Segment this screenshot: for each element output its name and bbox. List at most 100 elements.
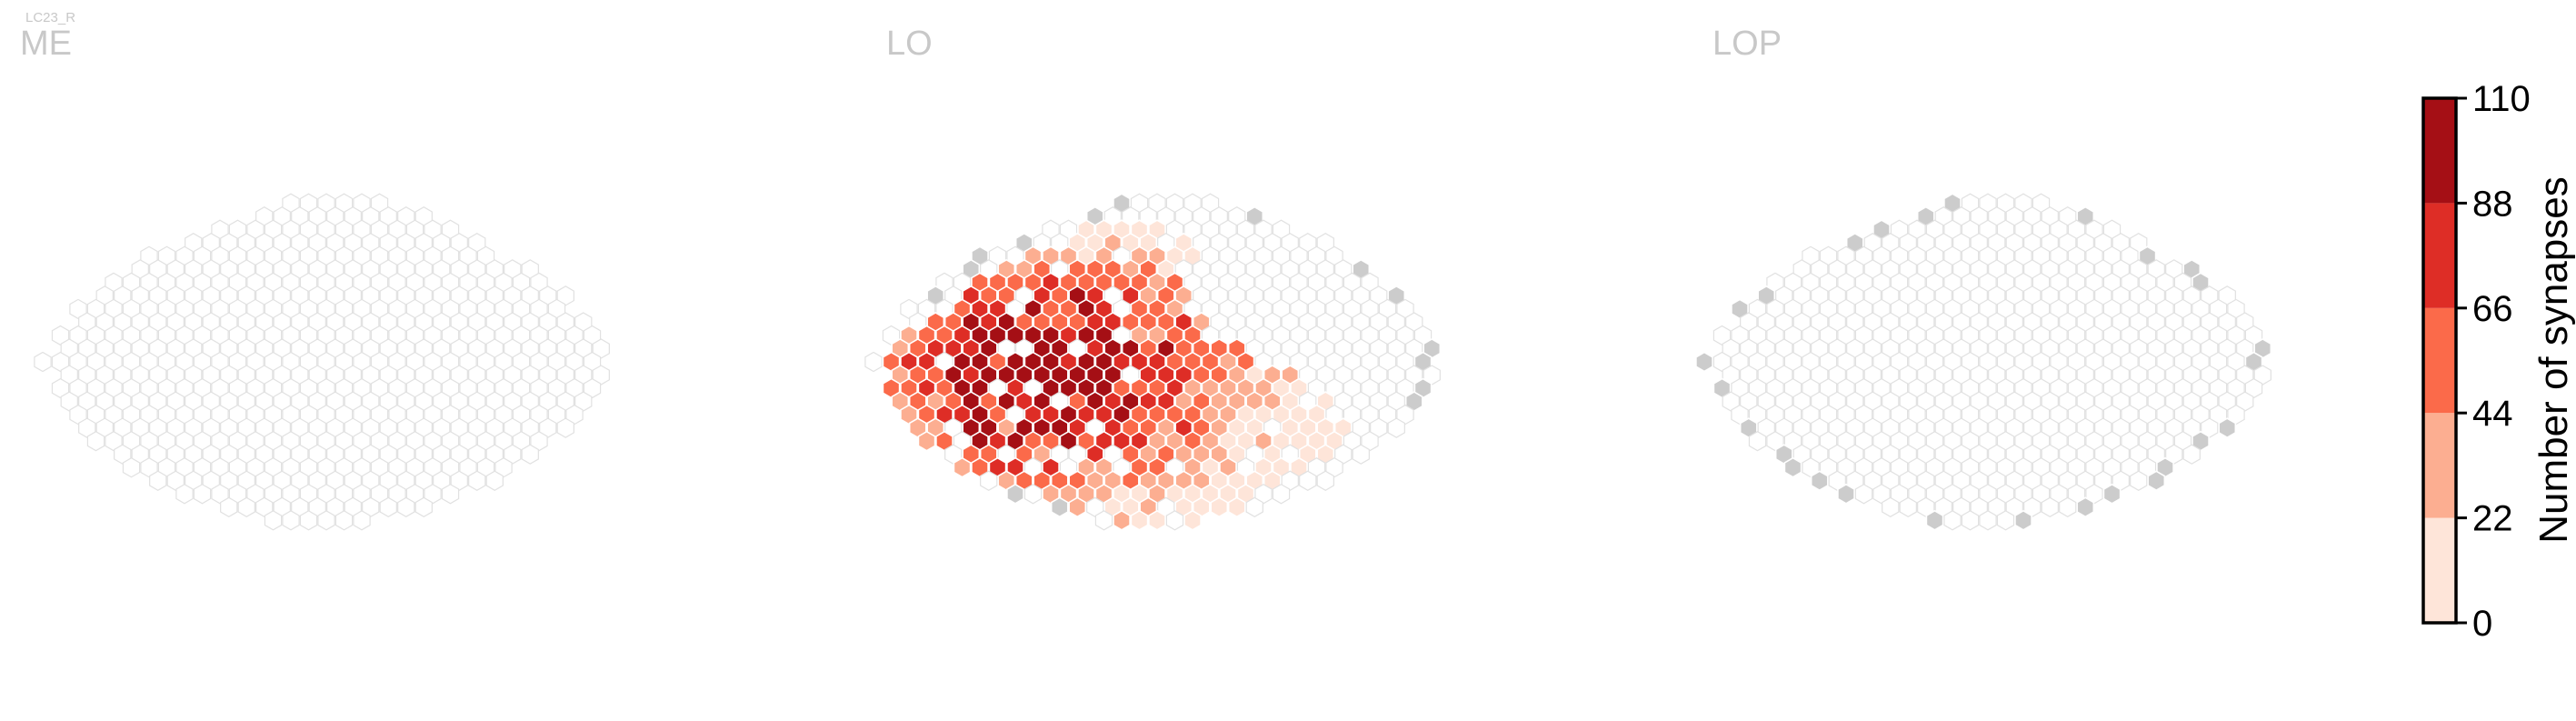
hex-column-empty	[405, 457, 424, 478]
hex-column-empty	[1325, 245, 1343, 266]
hex-column-empty	[2165, 259, 2183, 280]
hex-column-empty	[2014, 430, 2032, 452]
hex-column-empty	[105, 430, 123, 452]
hex-column-empty	[1952, 417, 1971, 438]
hex-column-empty	[1854, 325, 1873, 346]
hex-column-empty	[317, 325, 335, 346]
hex-column-empty	[504, 259, 522, 280]
hex-column-empty	[255, 470, 274, 491]
hex-column-empty	[1254, 298, 1273, 320]
hex-column-empty	[1970, 417, 1988, 438]
hex-column-empty	[547, 298, 566, 320]
hex-column-empty	[299, 245, 318, 266]
hex-column-empty	[379, 285, 397, 306]
hex-column-empty	[2112, 338, 2130, 359]
hex-column-empty	[2165, 417, 2183, 438]
hex-column-empty	[149, 285, 167, 306]
hex-column-empty	[2156, 404, 2174, 426]
hex-column-empty	[556, 365, 574, 386]
hex-column-empty	[1228, 233, 1246, 254]
hex-column-empty	[282, 404, 300, 426]
hex-column-empty	[2076, 233, 2094, 254]
hex-column-empty	[1988, 391, 2006, 412]
hex-column-empty	[1201, 272, 1220, 294]
hex-column-empty	[2182, 365, 2201, 386]
hex-column-empty	[326, 444, 344, 465]
hex-column-empty	[1174, 206, 1193, 227]
hex-column-empty	[2182, 285, 2201, 306]
colorbar-label: Number of synapses	[2531, 176, 2576, 544]
hex-column-empty	[583, 351, 602, 373]
hex-column-empty	[397, 391, 415, 412]
hex-column-empty	[1387, 312, 1405, 333]
hex-column-empty	[1979, 272, 1997, 294]
hex-column-empty	[388, 404, 406, 426]
hex-column-empty	[1352, 312, 1370, 333]
hex-column-empty	[2138, 430, 2157, 452]
hex-column-empty	[237, 338, 255, 359]
hex-column-empty	[149, 338, 167, 359]
hex-column-empty	[2005, 206, 2023, 227]
hex-column-empty	[1988, 444, 2006, 465]
hex-column-empty	[1943, 351, 1962, 373]
hex-column-empty	[1811, 391, 1829, 412]
hex-column-empty	[468, 259, 486, 280]
hex-column-empty	[299, 404, 318, 426]
hex-column-empty	[95, 391, 114, 412]
hex-column-empty	[193, 351, 212, 373]
hex-column-empty	[1378, 377, 1397, 399]
hex-column-empty	[2023, 391, 2042, 412]
hex-column-empty	[2094, 312, 2112, 333]
hex-column-empty	[2085, 430, 2103, 452]
hex-column-empty	[1970, 338, 1988, 359]
hex-column-empty	[1925, 219, 1944, 240]
hex-column-empty	[1917, 233, 1935, 254]
hex-column-edge	[2014, 509, 2032, 531]
hex-column-empty	[69, 298, 87, 320]
hex-column-empty	[2138, 404, 2157, 426]
hex-column-empty	[1802, 245, 1820, 266]
hex-column-empty	[175, 404, 194, 426]
hex-column-empty	[193, 245, 212, 266]
hex-column-empty	[308, 496, 326, 517]
hex-column-empty	[370, 430, 389, 452]
hex-column-empty	[291, 365, 309, 386]
hex-column-empty	[2041, 470, 2059, 491]
hex-column-empty	[1307, 351, 1326, 373]
hex-column-empty	[388, 351, 406, 373]
hex-column-empty	[2032, 298, 2051, 320]
hex-column-empty	[512, 404, 531, 426]
hex-column-empty	[1361, 272, 1379, 294]
colorbar-tick-label: 110	[2472, 79, 2531, 119]
hex-column-empty	[344, 338, 362, 359]
hex-column-empty	[1908, 430, 1926, 452]
hex-column-empty	[1783, 272, 1802, 294]
hex-column-occupied	[1263, 470, 1282, 492]
hex-column-empty	[1988, 496, 2006, 517]
hex-column-empty	[1405, 312, 1423, 333]
hex-column-empty	[2059, 206, 2077, 227]
hex-column-empty	[485, 391, 504, 412]
colorbar: 0 22 44 66 88 110 Number of synapses	[2421, 79, 2576, 644]
hex-column-empty	[1908, 245, 1926, 266]
hex-column-empty	[228, 325, 247, 346]
hex-column-empty	[1882, 391, 1900, 412]
hex-column-empty	[2094, 285, 2112, 306]
hex-column-empty	[1890, 272, 1909, 294]
hex-column-edge	[1757, 285, 1776, 306]
hex-column-empty	[459, 430, 477, 452]
hex-column-empty	[2173, 351, 2192, 373]
hex-column-empty	[1943, 457, 1962, 478]
hex-column-empty	[1943, 325, 1962, 346]
hex-column-empty	[2112, 233, 2130, 254]
hex-column-empty	[405, 219, 424, 240]
hex-column-empty	[2182, 444, 2201, 465]
hex-column-empty	[547, 325, 566, 346]
hex-column-empty	[2014, 245, 2032, 266]
hex-column-empty	[1943, 272, 1962, 294]
hex-column-empty	[317, 430, 335, 452]
hex-column-empty	[1245, 233, 1263, 254]
hex-column-empty	[2130, 338, 2148, 359]
hex-column-empty	[246, 377, 265, 399]
hex-column-empty	[2236, 312, 2254, 333]
